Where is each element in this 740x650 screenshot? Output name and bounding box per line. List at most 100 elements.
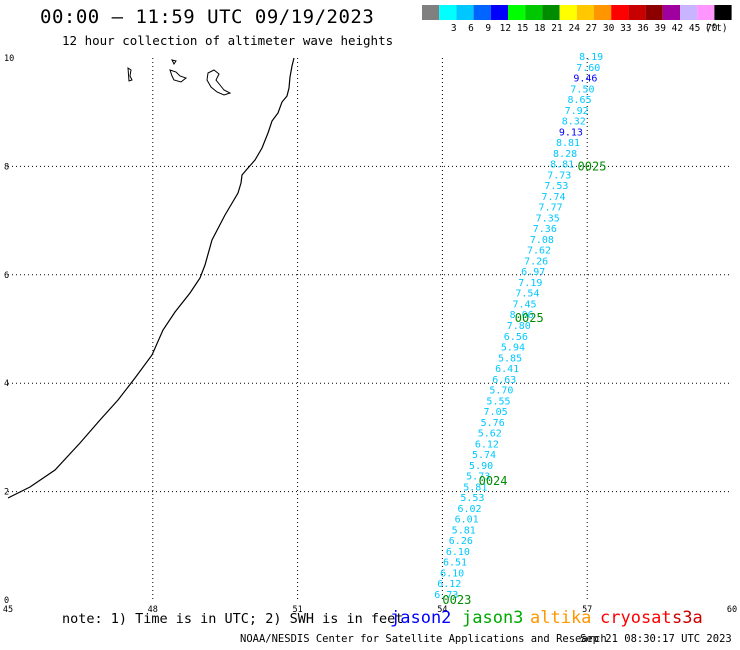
legend-swatch <box>456 5 474 20</box>
legend-swatch <box>490 5 508 20</box>
swh-label: 5.74 <box>472 450 496 461</box>
swh-label: 6.51 <box>443 558 467 569</box>
legend-swatch <box>525 5 543 20</box>
legend-swatch <box>422 5 440 20</box>
coastline <box>7 57 295 499</box>
swh-label: 7.62 <box>527 246 551 257</box>
swh-label: 8.32 <box>562 117 586 128</box>
x-tick-label: 45 <box>3 605 13 615</box>
swh-label: 7.50 <box>570 84 594 95</box>
time-label: 0025 <box>515 311 544 325</box>
swh-label: 7.26 <box>524 256 548 267</box>
y-tick-label: 6 <box>4 271 9 281</box>
y-tick-label: 2 <box>4 488 9 498</box>
swh-label: 7.35 <box>536 213 560 224</box>
legend-label: 70 <box>706 23 718 34</box>
mission-cryosat: cryosat <box>600 608 672 628</box>
legend-swatch <box>508 5 526 20</box>
mission-altika: altika <box>530 608 592 628</box>
swh-label: 5.53 <box>460 493 484 504</box>
legend-label: 3 <box>451 23 457 34</box>
legend-swatch <box>542 5 560 20</box>
swh-label: 7.54 <box>515 289 539 300</box>
swh-label: 6.01 <box>455 515 479 526</box>
legend-swatch <box>680 5 698 20</box>
swh-label: 6.56 <box>504 332 528 343</box>
map-subtitle: 12 hour collection of altimeter wave hei… <box>62 33 394 48</box>
swh-label: 5.70 <box>489 386 513 397</box>
legend-label: 12 <box>500 23 511 34</box>
y-tick-label: 4 <box>4 379 9 389</box>
legend-swatch <box>576 5 594 20</box>
legend-swatch <box>559 5 577 20</box>
legend-label: 42 <box>672 23 683 34</box>
legend-swatch <box>714 5 732 20</box>
lat-lon-grid <box>8 58 732 600</box>
legend-label: 36 <box>637 23 649 34</box>
footer-note: note: 1) Time is in UTC; 2) SWH is in fe… <box>62 611 404 627</box>
legend-label: 18 <box>534 23 546 34</box>
swh-label: 5.76 <box>481 418 505 429</box>
mission-jason2: jason2 <box>390 608 452 628</box>
swh-label: 6.02 <box>457 504 481 515</box>
swh-label: 7.08 <box>530 235 554 246</box>
time-label: 0025 <box>578 159 607 173</box>
y-tick-label: 0 <box>4 596 9 606</box>
y-tick-label: 10 <box>4 54 14 64</box>
legend-swatch <box>645 5 663 20</box>
swh-label: 8.65 <box>568 95 592 106</box>
swh-label: 7.80 <box>507 321 531 332</box>
swh-label: 7.19 <box>518 278 542 289</box>
legend-label: 33 <box>620 23 631 34</box>
legend-label: 21 <box>551 23 563 34</box>
swh-label: 6.26 <box>449 536 473 547</box>
footer-date: Sep 21 08:30:17 UTC 2023 <box>580 633 732 645</box>
swh-label: 6.10 <box>440 568 464 579</box>
legend-swatch <box>473 5 491 20</box>
socotra-island <box>127 67 133 82</box>
axis-ticks: 45 48 51 54 57 60 0 2 4 6 8 10 <box>3 54 737 615</box>
swh-label: 7.73 <box>547 170 571 181</box>
swh-label: 7.74 <box>541 192 565 203</box>
swh-label: 5.55 <box>486 396 510 407</box>
legend-label: 9 <box>485 23 491 34</box>
legend-label: 27 <box>586 23 597 34</box>
swh-label: 5.62 <box>478 429 502 440</box>
swh-label: 8.19 <box>579 52 603 63</box>
swh-label: 6.41 <box>495 364 519 375</box>
color-legend: 3 6 9 12 15 18 21 24 27 30 33 36 39 42 45 70(ft) <box>422 5 732 34</box>
swh-label: 8.81 <box>556 138 580 149</box>
island-cluster <box>206 69 232 96</box>
swh-label: 6.73 <box>434 590 458 601</box>
x-tick-label: 54 <box>437 605 447 615</box>
swh-label: 6.10 <box>446 547 470 558</box>
swh-label: 7.60 <box>576 63 600 74</box>
abd-al-kuri-island <box>169 69 188 83</box>
small-island <box>171 59 177 65</box>
mission-s3a: s3a <box>672 608 703 628</box>
swh-label: 5.73 <box>466 472 490 483</box>
altimeter-track: 8.197.609.467.508.657.928.329.138.818.28… <box>434 52 603 601</box>
swh-label: 8.81 <box>550 160 574 171</box>
swh-label: 7.92 <box>565 106 589 117</box>
x-tick-label: 51 <box>292 605 302 615</box>
legend-label: 15 <box>517 23 528 34</box>
time-label: 0023 <box>442 593 471 607</box>
map-title: 00:00 – 11:59 UTC 09/19/2023 <box>40 6 375 28</box>
legend-swatch <box>697 5 715 20</box>
y-tick-label: 8 <box>4 162 9 172</box>
swh-label: 7.36 <box>533 224 557 235</box>
legend-label: 39 <box>654 23 666 34</box>
legend-label: 45 <box>689 23 700 34</box>
swh-label: 6.12 <box>437 579 461 590</box>
swh-label: 7.05 <box>484 407 508 418</box>
swh-label: 8.28 <box>553 149 577 160</box>
legend-swatch <box>439 5 457 20</box>
legend-swatch <box>628 5 646 20</box>
legend-label: 6 <box>468 23 474 34</box>
swh-label: 6.63 <box>492 375 516 386</box>
swh-label: 5.94 <box>501 343 525 354</box>
swh-label: 5.90 <box>469 461 493 472</box>
swh-label: 5.81 <box>452 525 476 536</box>
